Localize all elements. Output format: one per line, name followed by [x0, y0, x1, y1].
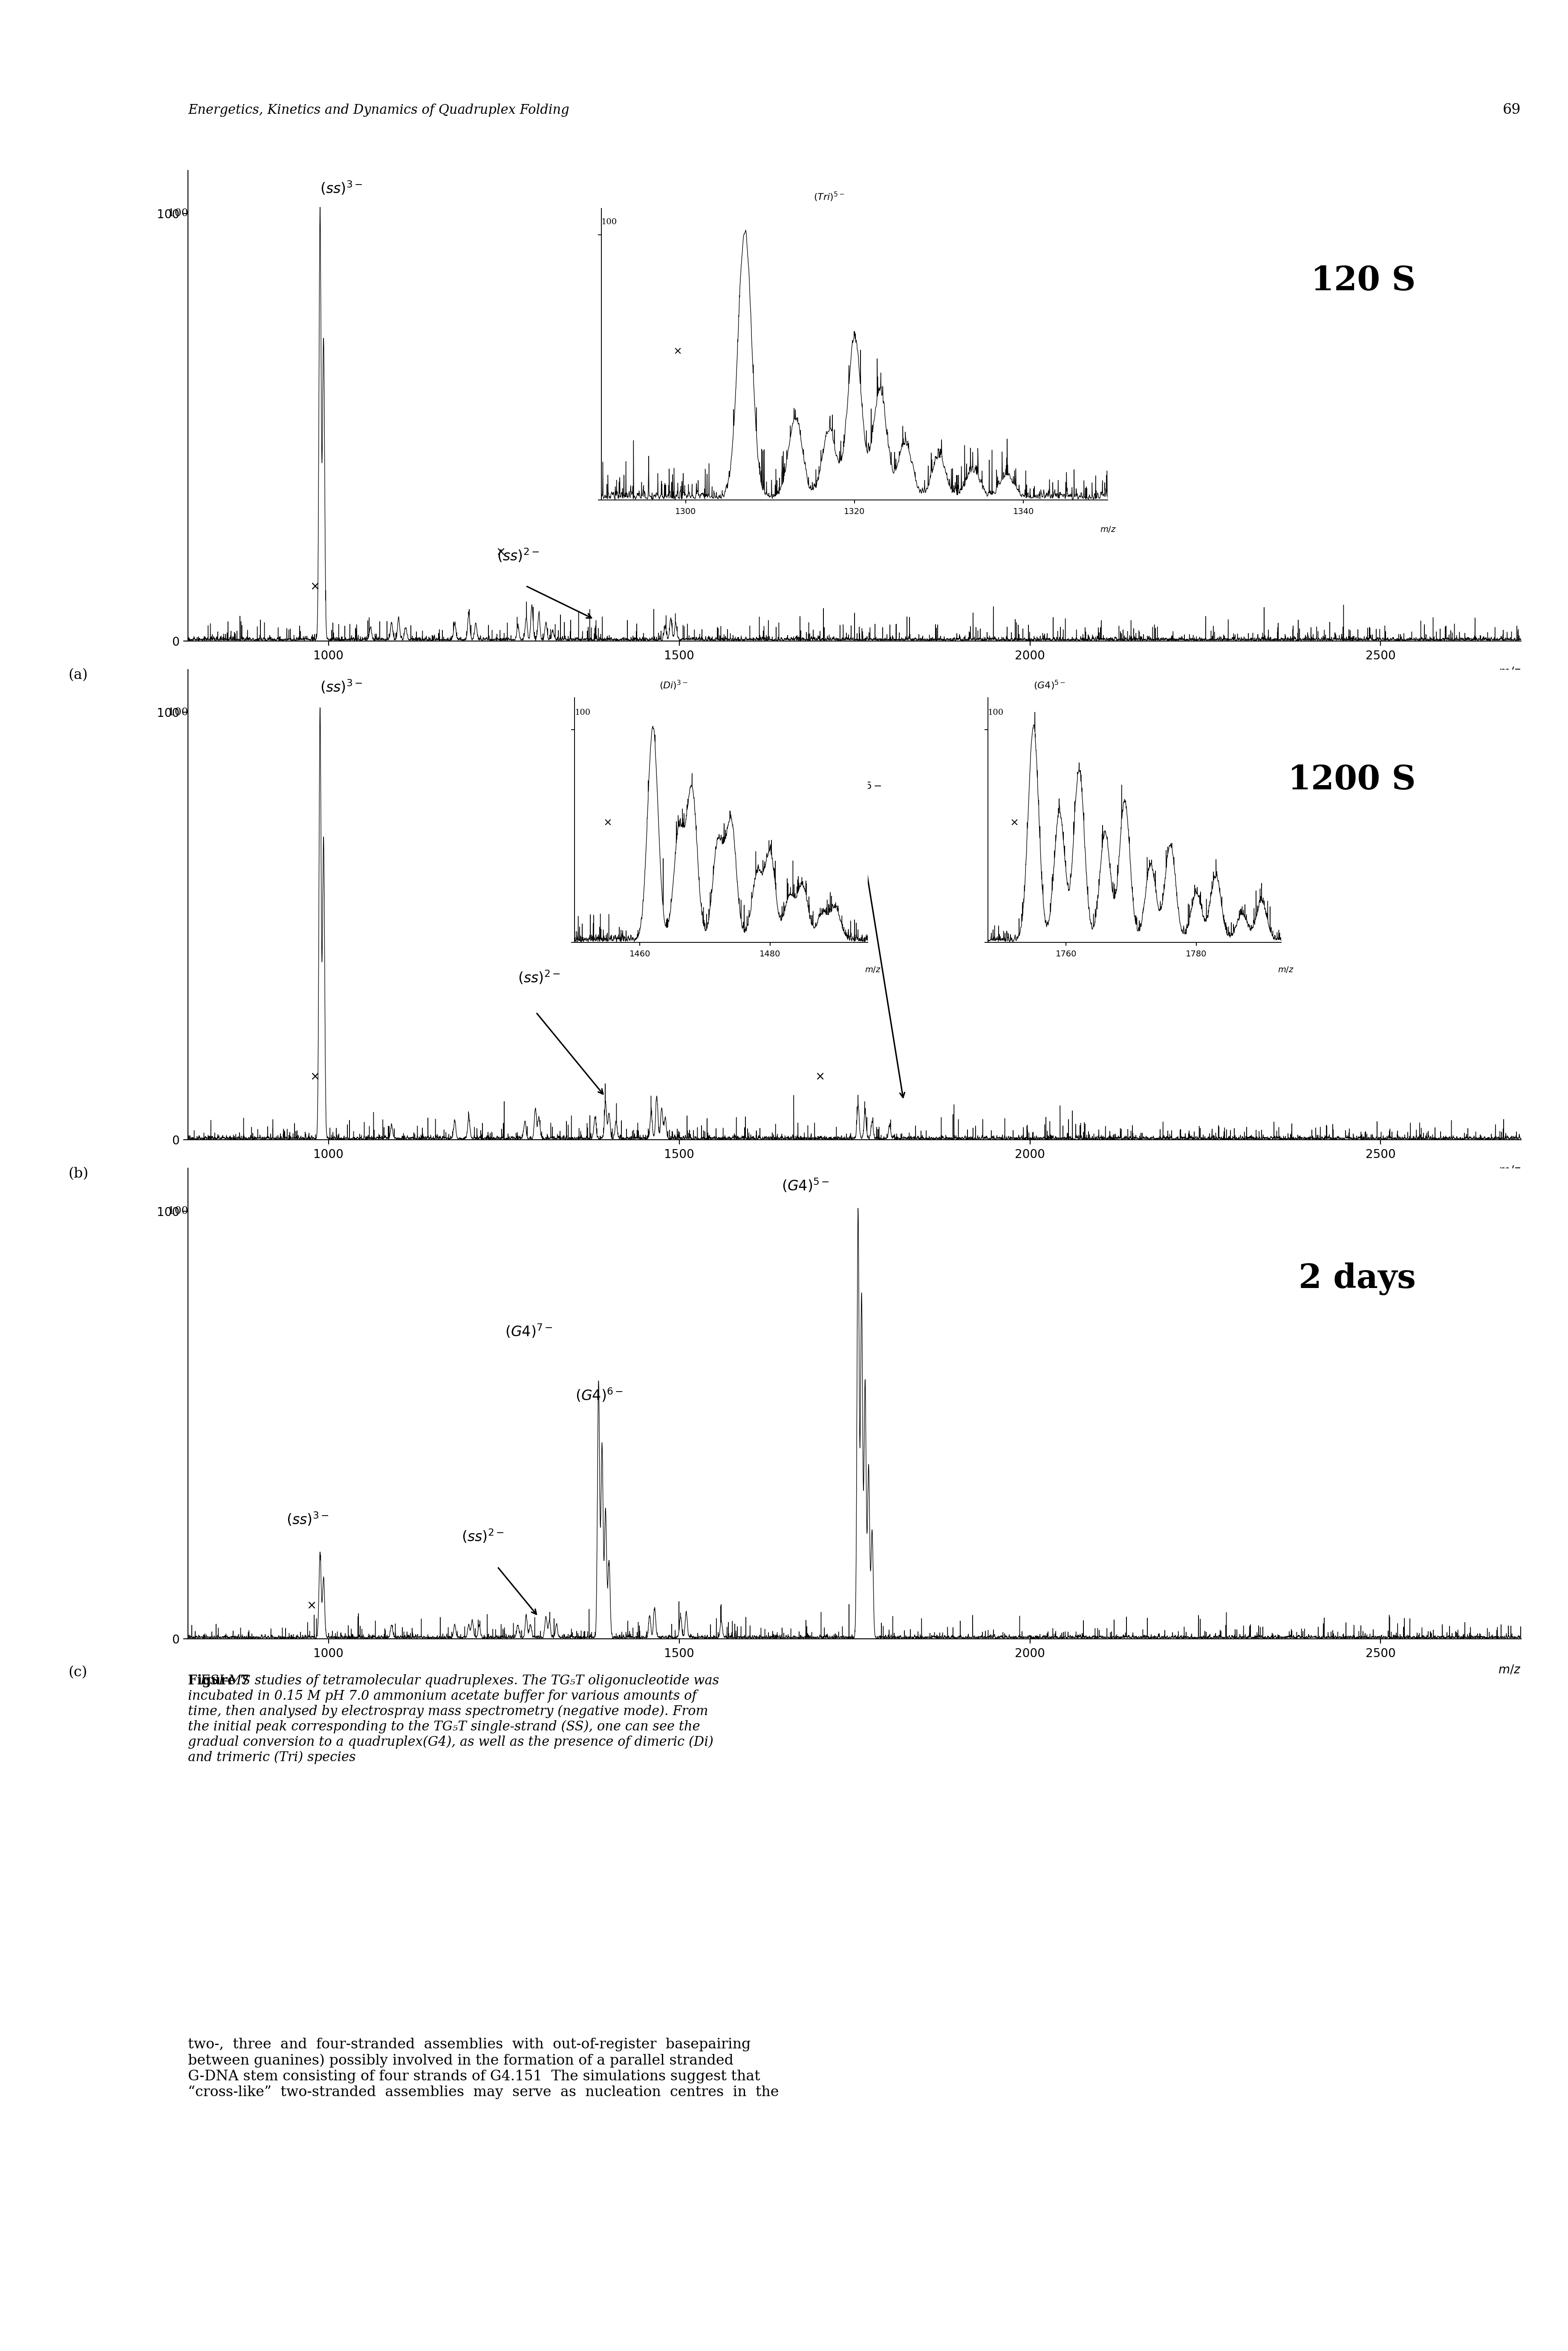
Text: 100: 100 — [168, 708, 188, 717]
Text: $\times$: $\times$ — [306, 1599, 315, 1610]
Text: $(Di)^{3-}$: $(Di)^{3-}$ — [585, 781, 627, 797]
Text: $(ss)^{2-}$: $(ss)^{2-}$ — [517, 969, 560, 985]
Text: $(G4)^{7-}$: $(G4)^{7-}$ — [505, 1324, 554, 1340]
Text: 2 days: 2 days — [1298, 1262, 1416, 1295]
Text: Energetics, Kinetics and Dynamics of Quadruplex Folding: Energetics, Kinetics and Dynamics of Qua… — [188, 103, 569, 118]
Text: ESI-MS studies of tetramolecular quadruplexes. The TG₅T oligonucleotide was
incu: ESI-MS studies of tetramolecular quadrup… — [188, 1674, 720, 1763]
Text: two-,  three  and  four-stranded  assemblies  with  out-of-register  basepairing: two-, three and four-stranded assemblies… — [188, 2038, 779, 2099]
Text: $(G4)^{5-}$: $(G4)^{5-}$ — [834, 781, 881, 797]
Text: $(ss)^{3-}$: $(ss)^{3-}$ — [320, 179, 362, 197]
Text: $(G4)^{5-}$: $(G4)^{5-}$ — [781, 1178, 829, 1194]
Text: (a): (a) — [69, 668, 88, 682]
Text: $(ss)^{2-}$: $(ss)^{2-}$ — [461, 1528, 505, 1545]
Text: $m/z$: $m/z$ — [1497, 1665, 1521, 1676]
Text: $m/z$: $m/z$ — [1497, 665, 1521, 677]
Text: $(G4)^{6-}$: $(G4)^{6-}$ — [575, 1387, 622, 1404]
Text: 100: 100 — [168, 209, 188, 219]
Text: $(ss)^{3-}$: $(ss)^{3-}$ — [320, 679, 362, 696]
Text: 120 S: 120 S — [1311, 266, 1416, 296]
Text: Figure 7: Figure 7 — [188, 1674, 249, 1688]
Text: 100: 100 — [168, 1206, 188, 1215]
Text: $\times$: $\times$ — [495, 545, 505, 557]
Text: $(ss)^{2-}$: $(ss)^{2-}$ — [497, 548, 539, 564]
Text: $(ss)^{3-}$: $(ss)^{3-}$ — [287, 1512, 329, 1528]
Text: $\times$: $\times$ — [310, 581, 318, 592]
Text: $\times$: $\times$ — [310, 1072, 318, 1081]
Text: $m/z$: $m/z$ — [1497, 1166, 1521, 1176]
Text: 1200 S: 1200 S — [1287, 764, 1416, 797]
Text: (c): (c) — [69, 1667, 88, 1679]
Text: (b): (b) — [69, 1166, 88, 1180]
Text: 69: 69 — [1502, 103, 1521, 118]
Text: $\times$: $\times$ — [815, 1072, 825, 1081]
